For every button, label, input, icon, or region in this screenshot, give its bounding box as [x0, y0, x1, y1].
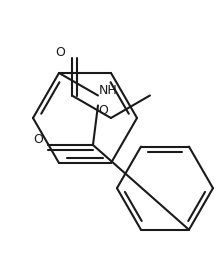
Text: O: O [98, 103, 108, 117]
Text: O: O [33, 133, 43, 147]
Text: O: O [55, 46, 65, 59]
Text: NH: NH [98, 84, 117, 97]
